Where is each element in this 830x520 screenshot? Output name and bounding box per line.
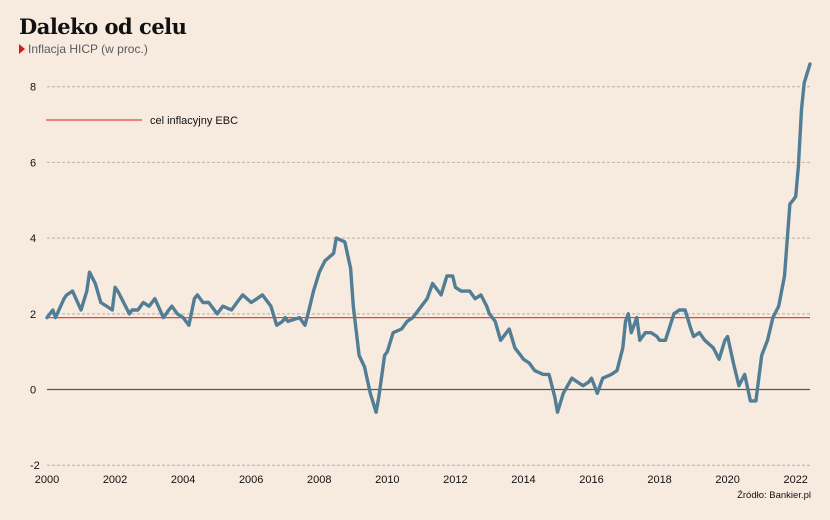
legend-label-target: cel inflacyjny EBC [150,115,238,127]
x-tick-label: 2016 [579,474,603,486]
y-tick-label: 0 [30,385,36,397]
x-tick-label: 2014 [511,474,535,486]
subtitle-text: Inflacja HICP (w proc.) [28,42,148,56]
x-tick-label: 2022 [783,474,807,486]
chart-title: Daleko od celu [19,14,187,39]
y-tick-label: 4 [30,233,36,245]
y-tick-label: 8 [30,82,36,94]
x-tick-label: 2002 [103,474,127,486]
y-tick-label: -2 [30,460,40,472]
x-tick-label: 2000 [35,474,59,486]
x-tick-label: 2012 [443,474,467,486]
y-tick-label: 6 [30,157,36,169]
grid-lines [47,86,810,466]
x-tick-label: 2010 [375,474,399,486]
x-tick-label: 2006 [239,474,263,486]
x-tick-label: 2008 [307,474,331,486]
legend: cel inflacyjny EBC [46,115,238,127]
x-tick-label: 2020 [715,474,739,486]
subtitle-marker-icon [19,44,25,54]
x-tick-label: 2004 [171,474,195,486]
series-line [45,62,812,414]
x-tick-label: 2018 [647,474,671,486]
axis-ticks: -2 0 2 4 6 8 2000 2002 2004 2006 2008 2010 2012 2014 2… [30,82,808,486]
y-tick-label: 2 [30,309,36,321]
source-note: Źródło: Bankier.pl [737,490,811,501]
chart-subtitle: Inflacja HICP (w proc.) [19,42,148,56]
series-group [45,62,812,414]
